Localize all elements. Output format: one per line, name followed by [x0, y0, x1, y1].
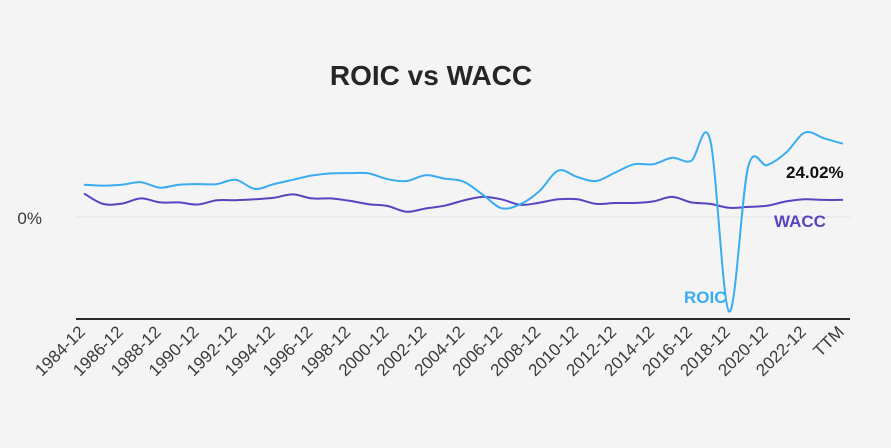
x-tick-label: TTM: [810, 322, 848, 360]
wacc-line: [83, 192, 844, 213]
chart-title: ROIC vs WACC: [330, 60, 532, 91]
roic-series-label: ROIC: [684, 288, 727, 307]
last-value-label: 24.02%: [786, 163, 844, 182]
roic-line: [83, 130, 844, 313]
series-layer: [83, 130, 844, 313]
wacc-series-label: WACC: [774, 212, 826, 231]
y-tick-label-zero: 0%: [17, 209, 42, 228]
x-tick-labels: 1984-121986-121988-121990-121992-121994-…: [31, 322, 848, 380]
